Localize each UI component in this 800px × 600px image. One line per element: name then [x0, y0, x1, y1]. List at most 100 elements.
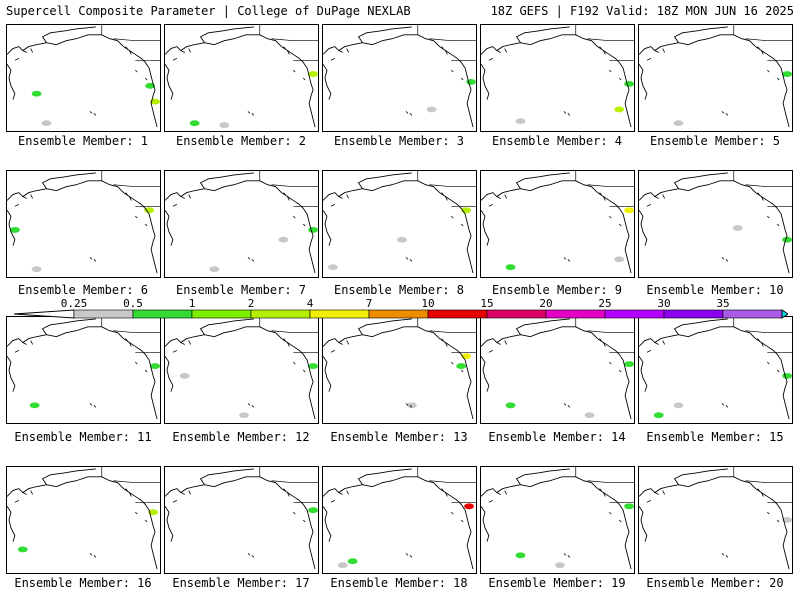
field-shading [614, 106, 625, 113]
islands [330, 46, 464, 116]
ensemble-member-map [6, 466, 161, 574]
coastline [323, 172, 474, 274]
ensemble-member-map [164, 466, 319, 574]
map-outline [165, 317, 318, 420]
member-caption: Ensemble Member: 3 [333, 134, 465, 148]
field-shading [624, 80, 634, 87]
colorbar-segment [368, 309, 429, 319]
colorbar-tick-label: 7 [365, 297, 373, 310]
islands [488, 488, 622, 558]
borders [733, 317, 792, 353]
field-shading [782, 517, 792, 523]
borders [575, 171, 634, 207]
islands [172, 46, 306, 116]
field-shading [31, 90, 42, 97]
field-shading [308, 507, 318, 514]
field-shading [337, 562, 348, 569]
colorbar-segment [250, 309, 311, 319]
borders [733, 25, 792, 61]
borders [417, 317, 476, 353]
islands [646, 192, 780, 262]
borders [259, 467, 318, 503]
field-shading [347, 558, 358, 565]
field-shading [555, 562, 565, 569]
borders [417, 25, 476, 61]
borders [417, 171, 476, 207]
islands [330, 488, 464, 558]
ensemble-member-map [480, 170, 635, 278]
coastline [481, 468, 632, 570]
field-shading [782, 71, 792, 78]
member-caption: Ensemble Member: 13 [330, 430, 468, 444]
field-shading [41, 120, 52, 127]
coastline [323, 26, 474, 128]
field-shading [584, 412, 595, 419]
coastline [165, 318, 316, 420]
field-shading [782, 372, 792, 379]
map-outline [165, 467, 318, 570]
colorbar-tick-label: 1 [188, 297, 196, 310]
field-shading [144, 207, 155, 214]
borders [101, 25, 160, 61]
map-outline [7, 25, 160, 128]
ensemble-member-map [480, 466, 635, 574]
field-shading [239, 412, 249, 419]
field-shading [653, 412, 664, 419]
map-outline [639, 317, 792, 420]
borders [575, 317, 634, 353]
islands [172, 338, 306, 408]
borders [101, 317, 160, 353]
coastline [165, 468, 316, 570]
coastline [639, 318, 790, 420]
coastline [165, 26, 316, 128]
ensemble-member-map [322, 170, 477, 278]
colorbar-max-arrow [781, 309, 788, 319]
field-shading [673, 120, 684, 127]
map-title: Supercell Composite Parameter | College … [6, 4, 411, 18]
coastline [7, 172, 158, 274]
colorbar-segment [73, 309, 134, 319]
field-shading [782, 236, 792, 243]
ensemble-member-map [638, 24, 793, 132]
colorbar-segment [545, 309, 606, 319]
colorbar-tick-label: 25 [598, 297, 612, 310]
colorbar-tick-label: 4 [306, 297, 314, 310]
coastline [639, 26, 790, 128]
islands [646, 488, 780, 558]
field-shading [624, 207, 634, 214]
borders [733, 171, 792, 207]
member-caption: Ensemble Member: 10 [646, 283, 784, 297]
field-shading [148, 509, 159, 516]
islands [646, 338, 780, 408]
coastline [323, 318, 474, 420]
colorbar-segment [191, 309, 252, 319]
member-caption: Ensemble Member: 8 [333, 283, 465, 297]
coastline [7, 468, 158, 570]
map-outline [639, 25, 792, 128]
borders [417, 467, 476, 503]
map-outline [165, 171, 318, 274]
ensemble-member-map [638, 170, 793, 278]
colorbar-segment [604, 309, 665, 319]
colorbar-tick-label: 10 [421, 297, 435, 310]
map-outline [323, 171, 476, 274]
ensemble-member-map [322, 466, 477, 574]
field-shading [17, 546, 28, 553]
field-shading [614, 256, 625, 263]
map-outline [323, 25, 476, 128]
colorbar-segment [427, 309, 488, 319]
run-info: 18Z GEFS | F192 Valid: 18Z MON JUN 16 20… [490, 4, 794, 18]
field-shading [308, 226, 318, 233]
coastline [481, 26, 632, 128]
member-caption: Ensemble Member: 17 [172, 576, 310, 590]
map-outline [7, 317, 160, 420]
member-caption: Ensemble Member: 7 [175, 283, 307, 297]
field-shading [209, 266, 220, 273]
colorbar [14, 309, 788, 319]
member-caption: Ensemble Member: 11 [14, 430, 152, 444]
borders [101, 467, 160, 503]
borders [259, 171, 318, 207]
member-caption: Ensemble Member: 2 [175, 134, 307, 148]
field-shading [464, 503, 475, 510]
member-caption: Ensemble Member: 15 [646, 430, 784, 444]
